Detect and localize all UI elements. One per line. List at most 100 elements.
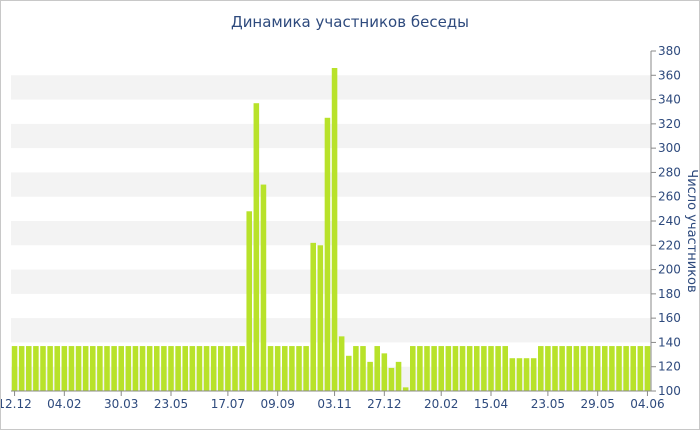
bar <box>609 346 615 391</box>
y-tick-label: 120 <box>658 360 681 374</box>
bar <box>516 358 523 391</box>
y-tick-label: 200 <box>658 263 681 277</box>
bar <box>523 358 530 391</box>
bar <box>296 346 302 391</box>
y-tick-label: 240 <box>658 214 681 228</box>
bar <box>210 346 217 391</box>
bar <box>111 346 117 391</box>
x-tick-label: 23.05 <box>531 397 565 411</box>
bar <box>324 117 331 391</box>
bar <box>118 346 124 391</box>
x-tick-label: 27.12 <box>367 397 401 411</box>
bar <box>104 346 110 391</box>
y-tick-label: 380 <box>658 44 681 58</box>
x-tick-label: 09.09 <box>260 397 294 411</box>
chart-title: Динамика участников беседы <box>230 13 470 31</box>
bar <box>445 346 452 391</box>
bar <box>47 346 53 391</box>
y-tick-label: 340 <box>658 93 681 107</box>
bar <box>395 361 402 391</box>
bar <box>637 346 644 391</box>
grid-band <box>11 172 651 197</box>
bar <box>232 346 238 391</box>
x-tick-label: 29.05 <box>580 397 614 411</box>
bar <box>466 346 473 391</box>
bar <box>474 346 480 391</box>
bar <box>402 387 409 391</box>
bar <box>75 346 82 391</box>
bar <box>431 346 437 391</box>
bar <box>182 346 188 391</box>
bar <box>246 211 252 391</box>
bar <box>623 346 629 391</box>
bar <box>260 184 267 391</box>
grid-band <box>11 318 651 343</box>
bar <box>452 346 459 391</box>
bar <box>175 346 181 391</box>
bar <box>367 361 373 391</box>
bar <box>417 346 423 391</box>
bar <box>168 346 174 391</box>
bar <box>161 346 167 391</box>
bar <box>132 346 139 391</box>
bar <box>225 346 231 391</box>
bar <box>566 346 572 391</box>
x-tick-label: 12.12 <box>1 397 32 411</box>
bar <box>509 358 516 391</box>
bar <box>488 346 494 391</box>
x-tick-label: 30.03 <box>104 397 138 411</box>
bar <box>68 346 75 391</box>
bar <box>602 346 608 391</box>
bar <box>587 346 594 391</box>
y-tick-labels: 100 120 140 160 180 200 220 240 260 280 300 320 340 3… <box>651 44 681 398</box>
bar <box>310 242 316 391</box>
x-tick-label: 23.05 <box>154 397 188 411</box>
x-tick-label: 17.07 <box>211 397 245 411</box>
bar <box>388 367 395 391</box>
bar <box>303 346 309 391</box>
bar <box>410 346 416 391</box>
bar <box>139 346 146 391</box>
bar <box>82 346 89 391</box>
bar <box>438 346 444 391</box>
bar <box>146 346 153 391</box>
bar <box>26 346 32 391</box>
bar <box>97 346 103 391</box>
bar <box>538 346 544 391</box>
bar <box>189 346 196 391</box>
bar <box>580 346 587 391</box>
bar <box>644 346 651 391</box>
bar <box>203 346 210 391</box>
y-tick-label: 160 <box>658 311 681 325</box>
bar <box>196 346 203 391</box>
grid-band <box>11 221 651 246</box>
bar <box>459 346 466 391</box>
bar <box>317 245 324 391</box>
grid-bands <box>11 75 651 391</box>
bar <box>360 346 366 391</box>
bar <box>545 346 551 391</box>
bar <box>374 346 380 391</box>
y-tick-label: 220 <box>658 238 681 252</box>
x-tick-label: 20.02 <box>424 397 458 411</box>
y-tick-label: 100 <box>658 384 681 398</box>
x-tick-label: 15.04 <box>474 397 508 411</box>
bar <box>61 346 68 391</box>
bar <box>338 336 345 391</box>
bar <box>424 346 430 391</box>
grid-band <box>11 123 651 149</box>
bar <box>54 346 60 391</box>
bar <box>33 346 39 391</box>
bar <box>289 346 295 391</box>
bars <box>11 68 651 392</box>
bar <box>481 346 487 391</box>
bar <box>239 346 245 391</box>
bar <box>346 355 352 391</box>
bar <box>18 346 25 391</box>
grid-band <box>11 75 651 100</box>
bar <box>530 358 537 391</box>
y-tick-label: 260 <box>658 190 681 204</box>
x-tick-labels: 12.12 04.02 30.03 23.05 17.07 09.09 03.11 27.12… <box>1 391 665 411</box>
x-tick-label: 04.06 <box>630 397 664 411</box>
y-tick-label: 280 <box>658 165 681 179</box>
